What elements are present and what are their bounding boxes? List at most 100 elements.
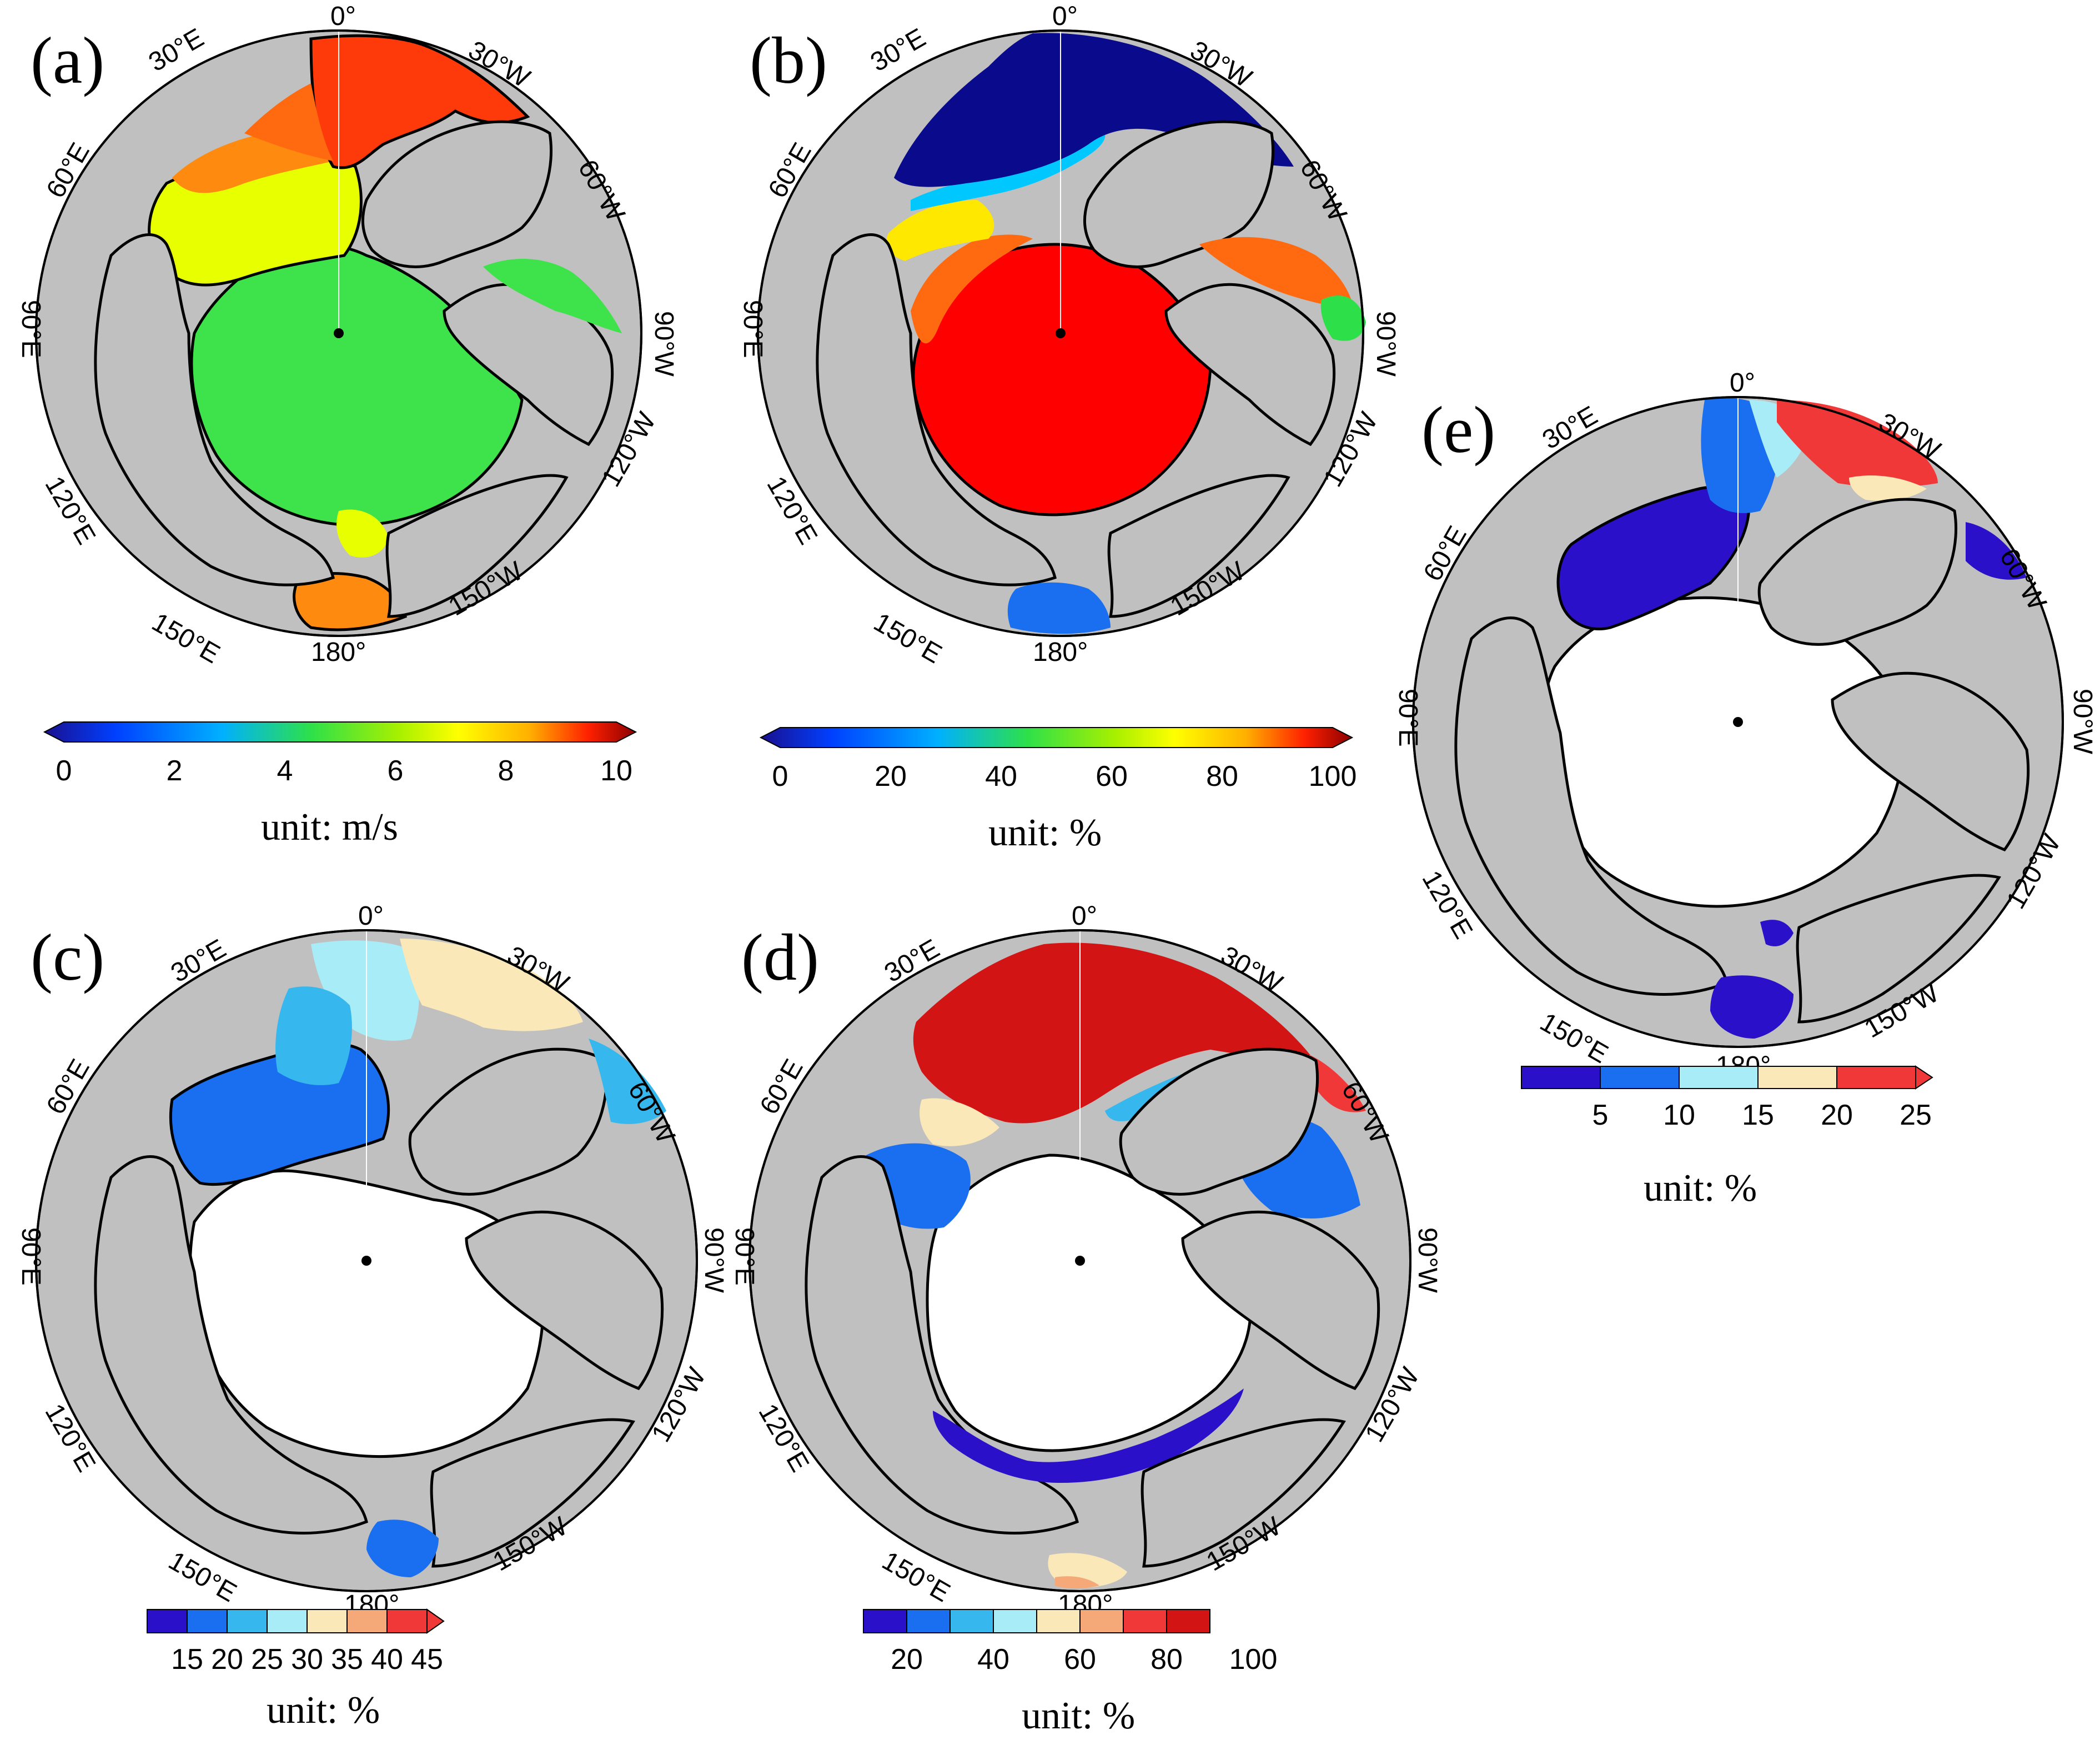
ocean-field-e-atlantic	[1556, 485, 1751, 631]
ocean-field-d-arcticrim	[933, 1388, 1244, 1483]
colorbar-c-swatch	[187, 1609, 228, 1633]
land-canada-e	[1831, 671, 2030, 852]
ocean-field-e-red	[1777, 400, 1938, 488]
colorbar-b-tick-label: 40	[985, 760, 1017, 793]
map-panel-a: 0° 30°W 60°W 90°W 120°W 150°W 180° 150°E…	[16, 2, 679, 743]
ocean-field-c-baffin	[589, 1039, 666, 1124]
land-alaska-c	[430, 1418, 635, 1568]
ocean-field-b	[912, 243, 1212, 517]
ocean-field-b-orange	[911, 234, 1033, 344]
ocean-field-a-atlantic-4	[244, 83, 333, 161]
colorbar-e-arrow	[1915, 1065, 1933, 1090]
colorbar-c-swatch	[227, 1609, 268, 1633]
ocean-field-b-canada	[1199, 237, 1355, 311]
ocean-field-b-navy	[894, 33, 1294, 187]
unit-label-c: unit: %	[267, 1689, 380, 1732]
lon-label-e-90e: 90°E	[1393, 689, 1423, 747]
panel-label-b: (b)	[750, 23, 827, 97]
colorbar-c-tick-label: 35	[331, 1643, 363, 1676]
lon-label-a-90e: 90°E	[16, 300, 46, 358]
colorbar-d-swatch	[993, 1609, 1037, 1633]
colorbar-c-arrow	[426, 1608, 445, 1634]
colorbar-ticks-a: 0 2 4 6 8 10	[56, 755, 632, 787]
colorbar-e-swatch	[1600, 1066, 1680, 1089]
ocean-nodata-d	[926, 1154, 1252, 1452]
land-canada-c	[465, 1210, 664, 1391]
land-eurasia-e	[1454, 616, 1729, 996]
ocean-field-d-red	[913, 942, 1310, 1124]
colorbar-d-tick-label: 20	[891, 1643, 923, 1676]
land-alaska-b	[1107, 474, 1290, 618]
ocean-field-b-green	[1320, 295, 1366, 341]
colorbar-d-swatch	[1123, 1609, 1167, 1633]
colorbar-b-tick-label: 80	[1206, 760, 1238, 793]
colorbar-e-tick-label: 10	[1663, 1099, 1695, 1131]
colorbar-b-tick-label: 60	[1096, 760, 1128, 793]
colorbar-c-tick-label: 20	[211, 1643, 243, 1676]
colorbar-ticks-b: 0 20 40 60 80 100	[772, 760, 1357, 793]
colorbar-d-tick-label: 40	[977, 1643, 1009, 1676]
ocean-nodata-e	[1541, 596, 1905, 908]
colorbar-ticks-e: 5 10 15 20 25	[1592, 1099, 1932, 1131]
land-greenland-b	[1083, 120, 1274, 268]
colorbar-a	[43, 721, 637, 743]
land-greenland-e	[1757, 498, 1957, 646]
north-pole-marker-a	[334, 328, 344, 338]
lon-label-a-150e: 150°E	[147, 608, 225, 670]
ocean-field-a-bering-2	[336, 509, 389, 558]
colorbar-b	[759, 727, 1354, 748]
colorbar-d-swatch	[906, 1609, 951, 1633]
colorbar-e-swatch	[1836, 1066, 1916, 1089]
lon-label-c-90e: 90°E	[16, 1227, 46, 1286]
colorbar-b-tick-label: 0	[772, 760, 788, 793]
ocean-field-c-cream	[400, 939, 583, 1031]
lon-label-b-180: 180°	[1033, 638, 1088, 667]
colorbar-c-tick-label: 30	[291, 1643, 323, 1676]
lon-label-e-90w: 90°W	[2068, 689, 2097, 755]
lon-label-b-90e: 90°E	[738, 300, 767, 358]
lon-label-e-0: 0°	[1730, 368, 1755, 398]
panel-label-e: (e)	[1421, 393, 1496, 467]
colorbar-a-tick-label: 2	[167, 755, 183, 787]
colorbar-d	[863, 1609, 1210, 1633]
colorbar-b-tick-label: 20	[875, 760, 907, 793]
colorbar-d-tick-label: 60	[1064, 1643, 1096, 1676]
land-greenland-d	[1119, 1047, 1319, 1196]
land-canada-d	[1181, 1210, 1380, 1391]
colorbar-a-tick-label: 8	[498, 755, 514, 787]
colorbar-b-tick-label: 100	[1309, 760, 1357, 793]
land-alaska-a	[385, 474, 569, 618]
ocean-field-c-bering	[366, 1520, 439, 1577]
colorbar-c-tick-label: 45	[411, 1643, 443, 1676]
colorbar-d-swatch	[949, 1609, 994, 1633]
colorbar-d-tick-label: 100	[1229, 1643, 1278, 1676]
ocean-field-d-redne	[1309, 1055, 1366, 1112]
unit-label-a: unit: m/s	[261, 806, 398, 849]
ocean-field-b-yellow	[886, 200, 994, 261]
panel-label-a: (a)	[31, 23, 105, 97]
ocean-field-e-cream	[1849, 475, 1927, 501]
land-canada-b	[1164, 283, 1336, 447]
lon-label-a-0: 0°	[330, 2, 356, 31]
land-eurasia-c	[94, 1155, 368, 1535]
ocean-field-e-chukchi	[1760, 920, 1793, 946]
land-eurasia-d	[805, 1155, 1079, 1535]
colorbar-d-swatch	[1079, 1609, 1124, 1633]
panel-label-c: (c)	[31, 920, 105, 994]
lon-label-a-180: 180°	[311, 638, 366, 667]
colorbar-e-tick-label: 15	[1742, 1099, 1774, 1131]
lon-label-b-150e: 150°E	[869, 608, 947, 670]
panel-label-d: (d)	[741, 920, 819, 994]
land-alaska-e	[1796, 874, 2001, 1024]
colorbar-ticks-c: 15 20 25 30 35 40 45	[171, 1643, 443, 1676]
lon-label-d-90e: 90°E	[730, 1227, 759, 1286]
colorbar-d-swatch	[1036, 1609, 1081, 1633]
colorbar-e-swatch	[1521, 1066, 1601, 1089]
colorbar-e-tick-label: 25	[1900, 1099, 1932, 1131]
lon-label-d-0: 0°	[1072, 901, 1097, 931]
map-panel-b: 0° 30°W 60°W 90°W 120°W 150°W 180° 150°E…	[738, 2, 1400, 748]
lon-label-b-90w: 90°W	[1371, 311, 1400, 377]
colorbar-a-tick-label: 6	[388, 755, 404, 787]
ocean-field-c-blue	[275, 986, 352, 1085]
